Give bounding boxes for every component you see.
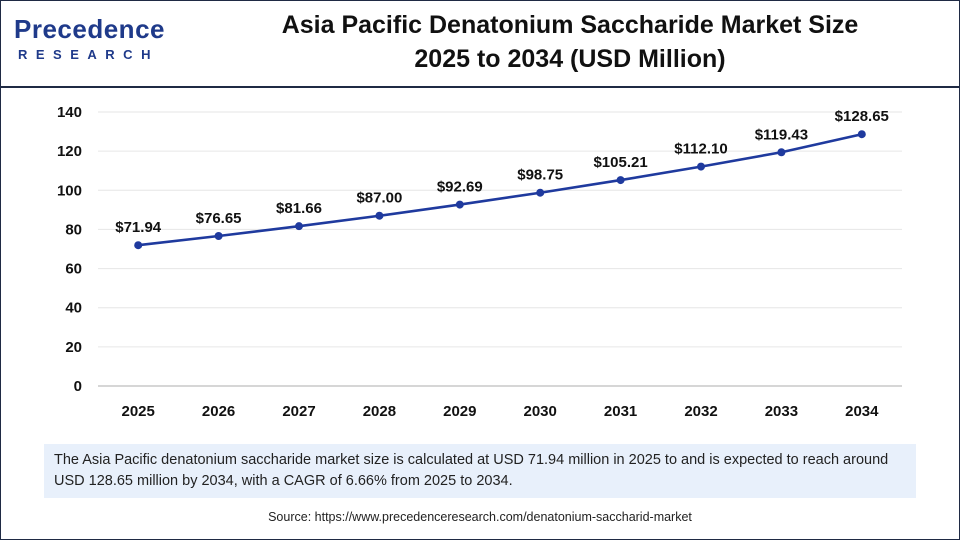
data-label: $119.43 [755, 126, 808, 143]
x-tick-label: 2030 [524, 403, 557, 420]
grid-lines [98, 111, 902, 348]
data-label: $71.94 [115, 219, 162, 236]
x-tick-label: 2028 [363, 403, 396, 420]
x-tick-label: 2026 [202, 403, 235, 420]
x-tick-labels: 2025 2026 2027 2028 2029 2030 2031 2032 2033 2034 [122, 403, 880, 420]
y-tick-label: 0 [74, 378, 82, 395]
data-point [697, 162, 705, 171]
chart-title-line-2: 2025 to 2034 (USD Million) [414, 45, 726, 73]
x-tick-label: 2032 [684, 403, 717, 420]
series-line [138, 132, 863, 247]
y-tick-label: 80 [65, 221, 82, 238]
y-tick-label: 100 [57, 182, 82, 199]
data-point [455, 200, 464, 209]
y-tick-label: 60 [65, 261, 82, 278]
y-tick-label: 140 [57, 104, 82, 121]
data-label: $112.10 [674, 141, 727, 158]
data-point [536, 188, 545, 197]
data-label: $105.21 [593, 154, 647, 171]
series-line-path [138, 132, 863, 247]
data-label: $81.66 [276, 200, 322, 217]
x-tick-label: 2033 [765, 403, 798, 420]
y-tick-label: 120 [57, 143, 82, 160]
summary-text: The Asia Pacific denatonium saccharide m… [54, 452, 889, 489]
data-point [214, 231, 223, 240]
y-tick-labels: 0 20 40 60 80 100 120 140 [57, 104, 82, 395]
data-point [134, 241, 143, 250]
data-labels: $71.94 $76.65 $81.66 $87.00 $92.69 $98.75 $105… [115, 108, 889, 236]
x-tick-label: 2029 [443, 403, 476, 420]
data-label: $98.75 [517, 167, 563, 184]
logo-wordmark: Precedence [14, 14, 165, 44]
brand-logo: Precedence RESEARCH [14, 14, 194, 64]
data-point [857, 130, 866, 139]
chart-title: Asia Pacific Denatonium Saccharide Marke… [220, 8, 920, 76]
x-tick-label: 2027 [282, 403, 315, 420]
data-point [375, 211, 384, 220]
summary-box: The Asia Pacific denatonium saccharide m… [44, 444, 916, 498]
data-point [616, 176, 625, 185]
chart-title-line-1: Asia Pacific Denatonium Saccharide Marke… [281, 11, 859, 39]
data-label: $128.65 [835, 108, 889, 125]
data-points [134, 130, 866, 250]
x-tick-label: 2031 [604, 403, 637, 420]
y-tick-label: 40 [65, 300, 82, 317]
data-label: $92.69 [437, 179, 483, 196]
logo-subtitle: RESEARCH [18, 47, 159, 62]
x-tick-label: 2025 [122, 403, 155, 420]
source-text: Source: https://www.precedenceresearch.c… [268, 510, 692, 524]
y-tick-label: 20 [65, 339, 82, 356]
header: Precedence RESEARCH Asia Pacific Denaton… [0, 0, 960, 88]
data-point [295, 222, 303, 231]
data-point [777, 148, 786, 157]
data-label: $76.65 [196, 210, 242, 227]
data-label: $87.00 [356, 190, 402, 207]
x-tick-label: 2034 [845, 403, 879, 420]
